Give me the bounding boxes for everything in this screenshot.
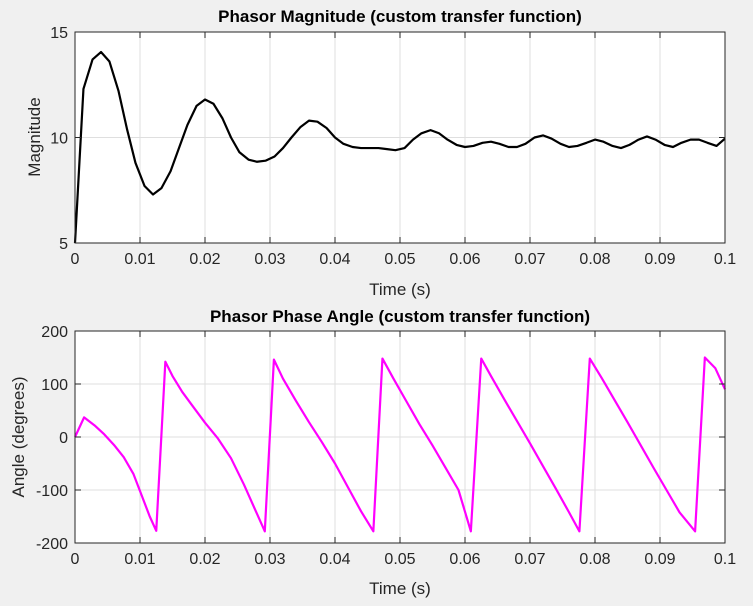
phase-series-line [74,356,726,533]
magnitude-x-tick-label: 0 [71,251,80,268]
phase-x-tick-label: 0 [71,551,80,568]
magnitude-x-ticks: 0 0.01 0.02 0.03 0.04 0.05 0.06 0.07 0.08 0.09 0.1 [71,32,736,268]
phase-x-tick-label: 0.05 [384,551,415,568]
phase-x-tick-label: 0.03 [254,551,285,568]
magnitude-x-tick-label: 0.09 [644,251,675,268]
magnitude-axes: 0 0.01 0.02 0.03 0.04 0.05 0.06 0.07 0.08 0.09 0.1… [25,7,736,299]
magnitude-x-tick-label: 0.05 [384,251,415,268]
phase-y-label: Angle (degrees) [9,377,28,498]
magnitude-x-label: Time (s) [369,280,431,299]
phase-x-tick-label: 0.06 [449,551,480,568]
magnitude-series-line [73,50,726,244]
phase-y-tick-label: -100 [36,483,68,500]
magnitude-y-tick-label: 10 [50,131,68,148]
magnitude-x-tick-label: 0.04 [319,251,350,268]
phase-x-label: Time (s) [369,579,431,598]
magnitude-y-tick-label: 15 [50,25,68,42]
phase-series [74,356,726,533]
phase-axes: 0 0.01 0.02 0.03 0.04 0.05 0.06 0.07 0.08 0.09 0.1… [9,307,736,598]
magnitude-title: Phasor Magnitude (custom transfer functi… [218,7,582,26]
phase-y-tick-label: 0 [59,430,68,447]
magnitude-x-tick-label: 0.01 [124,251,155,268]
phase-y-tick-label: 100 [41,377,68,394]
phase-x-tick-label: 0.01 [124,551,155,568]
phase-x-tick-label: 0.07 [514,551,545,568]
phase-y-tick-label: -200 [36,536,68,553]
magnitude-series [73,50,726,244]
phase-x-tick-label: 0.09 [644,551,675,568]
phase-title: Phasor Phase Angle (custom transfer func… [210,307,590,326]
magnitude-y-ticks: 5 10 15 [50,25,725,253]
phase-x-tick-label: 0.1 [714,551,736,568]
magnitude-x-tick-label: 0.03 [254,251,285,268]
magnitude-x-tick-label: 0.02 [189,251,220,268]
magnitude-x-tick-label: 0.06 [449,251,480,268]
magnitude-y-tick-label: 5 [59,236,68,253]
phase-y-tick-label: 200 [41,324,68,341]
magnitude-x-tick-label: 0.07 [514,251,545,268]
magnitude-x-tick-label: 0.1 [714,251,736,268]
phase-y-ticks: -200 -100 0 100 200 [36,324,725,553]
phase-x-tick-label: 0.04 [319,551,350,568]
phase-x-ticks: 0 0.01 0.02 0.03 0.04 0.05 0.06 0.07 0.08 0.09 0.1 [71,331,736,568]
magnitude-x-tick-label: 0.08 [579,251,610,268]
magnitude-y-label: Magnitude [25,97,44,176]
phase-x-tick-label: 0.08 [579,551,610,568]
phase-x-tick-label: 0.02 [189,551,220,568]
